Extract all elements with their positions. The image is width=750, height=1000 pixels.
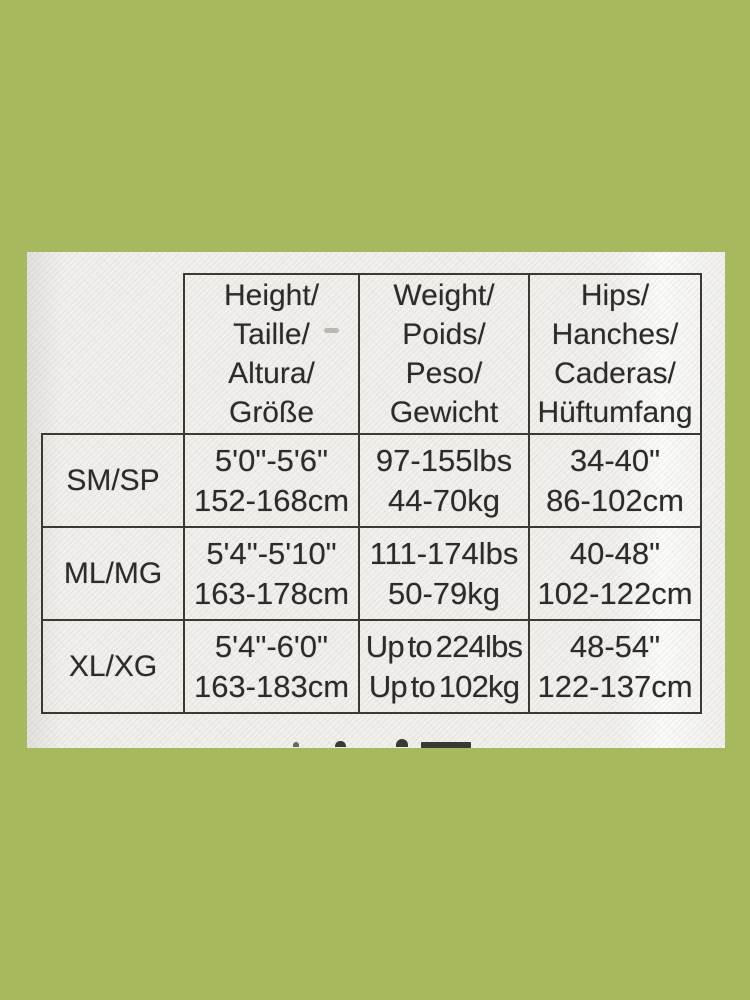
- cell-sm-hips: 34-40" 86-102cm: [528, 433, 702, 528]
- cell-xl-height: 5'4"-6'0" 163-183cm: [183, 619, 360, 714]
- cell-line: 111-174lbs: [369, 535, 519, 571]
- print-smudge: [324, 328, 339, 333]
- cropped-print-mark: [335, 741, 346, 747]
- size-label-sm: SM/SP: [41, 433, 185, 528]
- size-chart-table: Height/ Taille/ Altura/ Größe Weight/ Po…: [41, 273, 702, 714]
- header-weight-line: Gewicht: [389, 396, 499, 429]
- header-weight: Weight/ Poids/ Peso/ Gewicht: [358, 273, 530, 435]
- header-height-line: Altura/: [228, 357, 315, 390]
- cell-line: 102-122cm: [537, 575, 693, 611]
- cell-ml-height: 5'4"-5'10" 163-178cm: [183, 526, 360, 621]
- cell-line: 152-168cm: [193, 482, 350, 518]
- cell-line: 5'4"-5'10": [206, 535, 337, 571]
- cropped-print-mark: [293, 742, 299, 747]
- cell-line: 97-155lbs: [375, 442, 513, 478]
- header-hips-line: Caderas/: [554, 357, 676, 390]
- cell-line: Up to 224lbs: [365, 628, 523, 664]
- table-row-sm: SM/SP 5'0"-5'6" 152-168cm 97-155lbs 44-7…: [41, 433, 702, 528]
- header-weight-line: Weight/: [393, 279, 495, 312]
- cell-line: 40-48": [569, 535, 661, 571]
- cell-line: 48-54": [569, 628, 661, 664]
- header-hips-line: Hüftumfang: [537, 396, 693, 429]
- table-row-ml: ML/MG 5'4"-5'10" 163-178cm 111-174lbs 50…: [41, 526, 702, 621]
- cropped-print-mark: [421, 742, 471, 748]
- cell-line: 86-102cm: [546, 482, 684, 518]
- header-hips-line: Hanches/: [551, 318, 679, 351]
- header-weight-line: Poids/: [402, 318, 486, 351]
- header-hips-line: Hips/: [580, 279, 650, 312]
- table-row-xl: XL/XG 5'4"-6'0" 163-183cm Up to 224lbs U…: [41, 619, 702, 714]
- header-hips: Hips/ Hanches/ Caderas/ Hüftumfang: [528, 273, 702, 435]
- cell-line: 44-70kg: [387, 482, 501, 518]
- cell-line: 50-79kg: [387, 575, 501, 611]
- header-height-line: Height/: [223, 279, 320, 312]
- empty-corner-cell: [42, 274, 184, 434]
- cropped-print-mark: [396, 739, 408, 747]
- cell-line: 122-137cm: [537, 668, 693, 704]
- cell-line: 34-40": [569, 442, 661, 478]
- cell-ml-hips: 40-48" 102-122cm: [528, 526, 702, 621]
- cell-line: 163-178cm: [193, 575, 350, 611]
- size-label-ml: ML/MG: [41, 526, 185, 621]
- cell-line: 5'0"-5'6": [214, 442, 329, 478]
- header-weight-line: Peso/: [405, 357, 483, 390]
- cell-line: 5'4"-6'0": [214, 628, 329, 664]
- cell-line: 163-183cm: [193, 668, 350, 704]
- packaging-photo: Height/ Taille/ Altura/ Größe Weight/ Po…: [27, 252, 725, 748]
- cell-xl-hips: 48-54" 122-137cm: [528, 619, 702, 714]
- cell-sm-weight: 97-155lbs 44-70kg: [358, 433, 530, 528]
- table-header-row: Height/ Taille/ Altura/ Größe Weight/ Po…: [42, 273, 702, 435]
- cell-xl-weight: Up to 224lbs Up to 102kg: [358, 619, 530, 714]
- cell-line: Up to 102kg: [368, 668, 520, 704]
- header-height-line: Größe: [228, 396, 315, 429]
- header-height-line: Taille/: [233, 318, 310, 351]
- size-label-xl: XL/XG: [41, 619, 185, 714]
- cell-ml-weight: 111-174lbs 50-79kg: [358, 526, 530, 621]
- header-height: Height/ Taille/ Altura/ Größe: [183, 273, 360, 435]
- cell-sm-height: 5'0"-5'6" 152-168cm: [183, 433, 360, 528]
